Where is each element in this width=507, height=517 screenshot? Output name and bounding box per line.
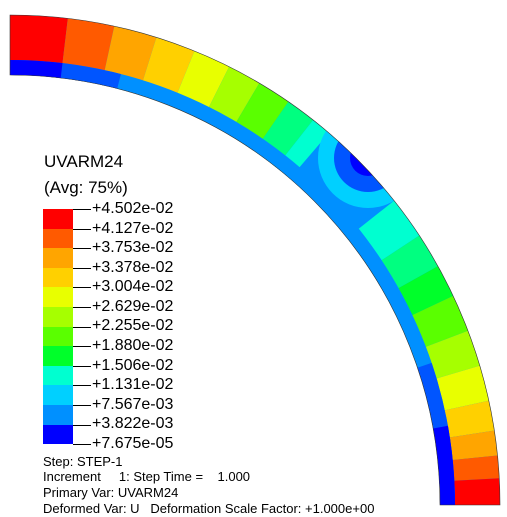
step-info: Step: STEP-1 [43, 454, 123, 469]
legend-tick [73, 444, 91, 446]
legend-tick [73, 326, 91, 328]
legend-label: +3.753e-02 [92, 239, 174, 256]
legend-label: +3.004e-02 [92, 278, 174, 295]
ring-outline [9, 14, 501, 506]
deformed-var-info: Deformed Var: U Deformation Scale Factor… [43, 501, 375, 516]
legend-label: +2.255e-02 [92, 317, 174, 334]
legend-tick [73, 424, 91, 426]
legend-label: +4.502e-02 [92, 200, 174, 217]
legend-tick [73, 267, 91, 269]
legend-tick [73, 365, 91, 367]
legend-swatch [43, 424, 73, 445]
legend-label: +7.567e-03 [92, 396, 174, 413]
increment-info: Increment 1: Step Time = 1.000 [43, 469, 251, 484]
legend-tick [73, 248, 91, 250]
legend-swatch [43, 326, 73, 347]
legend-label: +4.127e-02 [92, 220, 174, 237]
legend-swatch [43, 307, 73, 327]
legend-swatch [43, 346, 73, 366]
legend-tick [73, 307, 91, 308]
legend-label: +2.629e-02 [92, 298, 174, 315]
legend-tick [73, 228, 91, 230]
legend-title: UVARM24 [44, 152, 124, 171]
legend-swatch [43, 365, 73, 386]
legend-swatch [43, 287, 73, 307]
legend-label: +7.675e-05 [92, 435, 174, 452]
primary-var-info: Primary Var: UVARM24 [43, 485, 179, 500]
legend-tick [73, 287, 91, 289]
legend-subtitle: (Avg: 75%) [44, 178, 128, 197]
legend-swatch [43, 267, 73, 288]
legend-label: +3.378e-02 [92, 259, 174, 276]
legend-label: +3.822e-03 [92, 415, 174, 432]
legend-tick [73, 405, 91, 406]
legend-swatch [43, 385, 73, 405]
legend-swatch [43, 248, 73, 268]
legend-label: +1.506e-02 [92, 357, 174, 374]
legend-label: +1.880e-02 [92, 337, 174, 354]
legend-swatch [43, 209, 73, 229]
legend-tick [73, 385, 91, 387]
legend-label: +1.131e-02 [92, 376, 174, 393]
legend-tick [73, 346, 91, 348]
legend-swatch [43, 405, 73, 425]
legend-tick [73, 209, 91, 210]
legend-swatch [43, 228, 73, 249]
